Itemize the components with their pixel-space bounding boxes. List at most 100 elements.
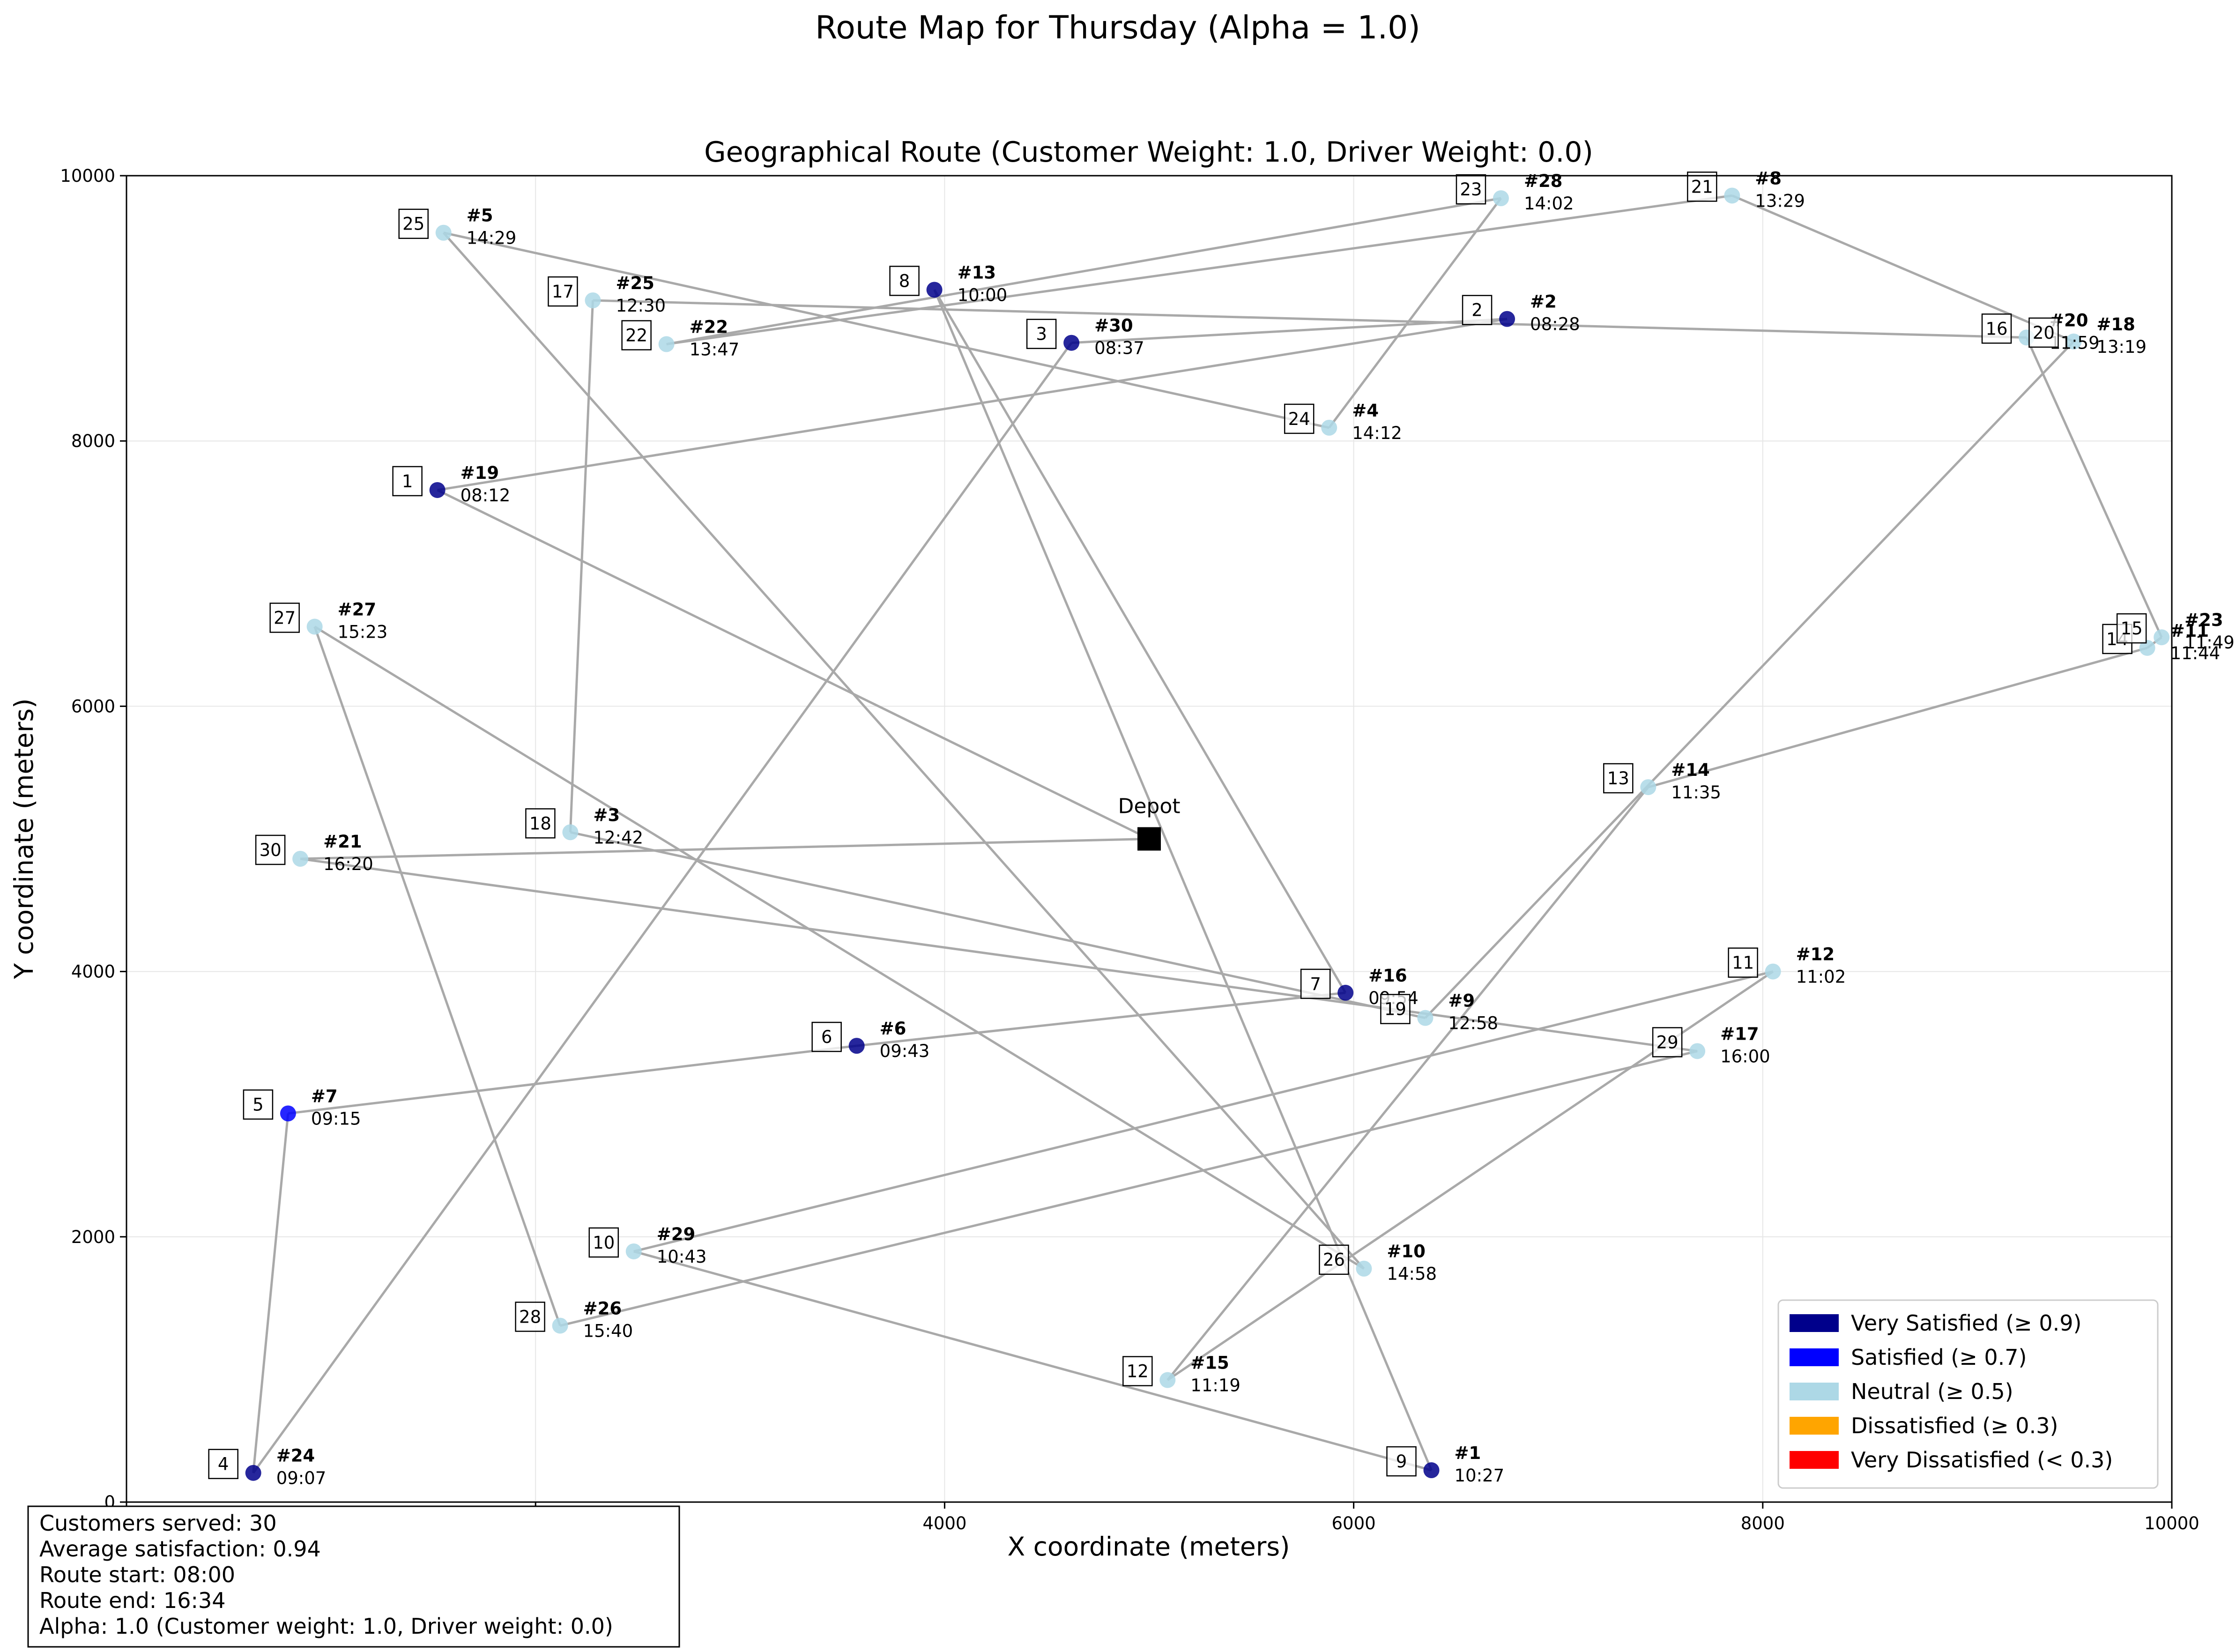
stop-marker-28	[552, 1317, 568, 1334]
stop-marker-22	[658, 336, 675, 352]
summary-line: Route start: 08:00	[39, 1562, 235, 1587]
customer-id-3: #30	[1094, 316, 1133, 336]
stop-marker-10	[625, 1243, 642, 1259]
arrival-time-24: 14:12	[1352, 423, 1402, 443]
stop-number-box-8	[889, 266, 920, 296]
y-tick-label: 10000	[60, 166, 115, 186]
stop-number-box-10	[588, 1227, 619, 1258]
customer-id-24: #4	[1352, 401, 1379, 421]
route-segment	[666, 197, 1501, 345]
stop-number-box-25	[398, 208, 429, 239]
summary-line: Average satisfaction: 0.94	[39, 1536, 321, 1562]
customer-id-2: #2	[1530, 292, 1557, 312]
route-segment	[437, 489, 1150, 840]
y-tick-label: 4000	[71, 962, 115, 982]
stop-number-21: 21	[1691, 177, 1713, 197]
route-segment	[1731, 194, 2074, 343]
stop-number-9: 9	[1396, 1451, 1407, 1472]
arrival-time-5: 09:15	[311, 1109, 361, 1129]
stop-number-6: 6	[821, 1027, 832, 1047]
stop-number-7: 7	[1310, 974, 1321, 994]
route-segment	[442, 232, 1365, 1270]
stop-number-box-27	[269, 603, 300, 633]
customer-id-14: #11	[2170, 621, 2209, 641]
customer-id-26: #10	[1387, 1242, 1426, 1262]
stop-marker-27	[306, 618, 323, 635]
stop-number-3: 3	[1036, 324, 1047, 344]
stop-marker-6	[848, 1038, 865, 1054]
stop-marker-5	[280, 1105, 296, 1122]
customer-id-7: #16	[1368, 966, 1407, 986]
legend-swatch	[1790, 1348, 1839, 1366]
x-tick-label: 4000	[922, 1513, 966, 1533]
route-segment	[1424, 341, 2075, 1019]
stop-number-1: 1	[402, 471, 413, 491]
stop-markers	[245, 187, 2170, 1481]
stop-number-4: 4	[218, 1454, 229, 1474]
stop-number-28: 28	[519, 1307, 541, 1327]
arrival-time-29: 16:00	[1720, 1046, 1770, 1066]
stop-number-box-30	[255, 834, 286, 865]
stop-number-box-2	[1462, 295, 1493, 325]
depot-square	[1137, 827, 1161, 851]
route-segment	[1328, 197, 1502, 429]
route-segment	[300, 838, 1150, 860]
customer-id-13: #14	[1671, 760, 1710, 780]
stop-number-16: 16	[1985, 319, 2007, 339]
arrival-time-15: 11:49	[2184, 633, 2235, 653]
legend-label: Very Satisfied (≥ 0.9)	[1851, 1310, 2081, 1336]
x-tick-label: 8000	[1741, 1513, 1785, 1533]
arrival-time-19: 12:58	[1448, 1013, 1498, 1034]
arrival-time-9: 10:27	[1455, 1466, 1505, 1486]
y-tick-label: 8000	[71, 431, 115, 451]
arrival-time-20: 13:19	[2096, 337, 2147, 357]
stop-number-box-21	[1687, 171, 1717, 202]
stop-number-box-11	[1728, 947, 1758, 978]
route-segment	[437, 318, 1508, 491]
stop-number-20: 20	[2033, 323, 2055, 343]
stop-number-box-17	[548, 276, 578, 307]
stop-marker-14	[2139, 640, 2155, 656]
stop-marker-11	[1765, 963, 1781, 980]
arrival-time-12: 11:19	[1190, 1376, 1241, 1396]
route-segment	[443, 231, 1330, 429]
route-segment	[593, 299, 2027, 339]
route-segment	[633, 970, 1774, 1253]
arrival-time-23: 14:02	[1524, 193, 1574, 214]
arrival-time-22: 13:47	[690, 340, 740, 360]
stop-marker-24	[1321, 419, 1337, 436]
route-segment	[1648, 647, 2148, 789]
summary-line: Alpha: 1.0 (Customer weight: 1.0, Driver…	[39, 1614, 613, 1639]
stop-marker-7	[1337, 984, 1354, 1001]
stop-marker-12	[1159, 1372, 1176, 1388]
stop-marker-18	[562, 824, 579, 841]
route-segment	[666, 194, 1732, 346]
arrival-time-1: 08:12	[461, 485, 511, 506]
stop-number-22: 22	[625, 326, 647, 346]
stop-marker-19	[1417, 1010, 1434, 1026]
customer-id-30: #21	[323, 832, 362, 852]
route-segment	[560, 1050, 1698, 1327]
stop-number-box-3	[1026, 319, 1057, 349]
stop-marker-9	[1423, 1462, 1440, 1479]
customer-id-19: #9	[1448, 991, 1475, 1011]
route-segment	[933, 289, 1347, 994]
stop-number-box-18	[525, 808, 556, 839]
legend-label: Very Dissatisfied (< 0.3)	[1851, 1447, 2113, 1473]
stop-number-box-1	[392, 466, 423, 497]
summary-line: Customers served: 30	[39, 1511, 277, 1536]
stop-number-box-5	[243, 1089, 274, 1120]
customer-id-4: #24	[276, 1446, 315, 1466]
x-tick-label: 10000	[2144, 1513, 2199, 1533]
arrival-time-11: 11:02	[1796, 967, 1846, 987]
stop-number-box-29	[1652, 1027, 1683, 1057]
legend-swatch	[1790, 1417, 1839, 1435]
route-segment	[288, 1044, 857, 1115]
arrival-time-30: 16:20	[323, 854, 373, 874]
stop-number-box-16	[1981, 313, 2012, 344]
route-segment	[313, 626, 561, 1326]
customer-id-28: #26	[583, 1298, 622, 1318]
customer-id-20: #18	[2096, 314, 2135, 335]
stop-number-26: 26	[1323, 1250, 1345, 1270]
